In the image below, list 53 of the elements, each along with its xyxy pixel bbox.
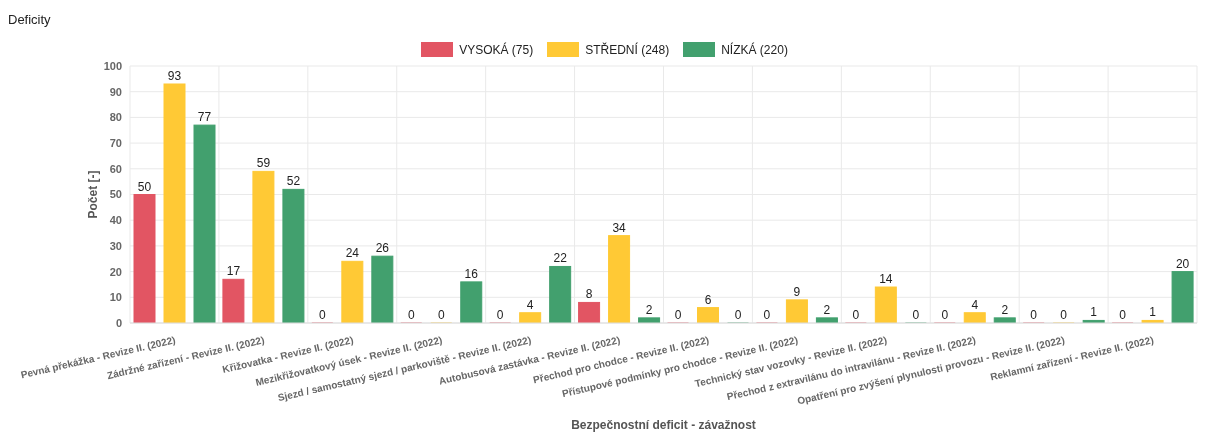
data-label: 2 <box>645 302 653 317</box>
data-label: 22 <box>553 251 568 266</box>
data-label: 0 <box>407 308 415 322</box>
y-tick-label: 70 <box>109 137 122 150</box>
data-label: 0 <box>496 308 504 322</box>
data-label: 0 <box>674 308 682 322</box>
data-label: 93 <box>167 68 182 83</box>
data-label: 2 <box>1001 302 1009 317</box>
data-label: 17 <box>226 264 241 279</box>
y-axis-title: Počet [-] <box>86 170 100 219</box>
data-label: 8 <box>585 287 593 302</box>
y-tick-label: 30 <box>109 239 122 252</box>
data-label: 24 <box>345 246 360 261</box>
data-label: 14 <box>879 272 893 287</box>
data-label: 0 <box>437 308 445 322</box>
data-label: 0 <box>734 308 742 322</box>
data-label: 50 <box>137 179 152 194</box>
data-label: 0 <box>763 308 771 322</box>
data-label: 2 <box>823 302 831 317</box>
data-label: 0 <box>1030 308 1038 322</box>
data-label: 4 <box>971 297 979 312</box>
y-tick-label: 0 <box>115 316 122 329</box>
y-tick-label: 80 <box>109 111 122 124</box>
data-label: 0 <box>1060 308 1068 322</box>
data-label: 59 <box>256 156 271 171</box>
data-label: 4 <box>526 297 534 312</box>
x-axis-title: Bezpečnostní deficit - závažnost <box>571 418 756 432</box>
data-label: 20 <box>1175 256 1190 271</box>
data-label: 6 <box>704 292 712 307</box>
y-tick-label: 90 <box>109 85 122 98</box>
data-label: 0 <box>318 308 326 322</box>
data-label: 1 <box>1090 305 1098 320</box>
data-label: 0 <box>941 308 949 322</box>
y-tick-label: 20 <box>109 265 122 278</box>
legend-label: STŘEDNÍ (248) <box>585 42 670 57</box>
data-label: 16 <box>464 266 479 281</box>
data-label: 9 <box>793 284 801 299</box>
chart-title: Deficity <box>8 12 51 27</box>
data-label: 52 <box>286 174 301 189</box>
y-tick-label: 50 <box>109 188 122 201</box>
y-tick-label: 100 <box>103 59 122 72</box>
y-tick-label: 40 <box>109 214 122 227</box>
y-tick-label: 10 <box>109 291 122 304</box>
data-label: 0 <box>1119 308 1127 322</box>
data-label: 0 <box>852 308 860 322</box>
data-label: 1 <box>1149 305 1157 320</box>
data-label: 77 <box>197 110 212 125</box>
legend-label: VYSOKÁ (75) <box>459 42 534 57</box>
data-label: 0 <box>912 308 920 322</box>
legend-label: NÍZKÁ (220) <box>721 42 788 57</box>
data-label: 26 <box>375 241 390 256</box>
data-label: 34 <box>612 220 627 235</box>
y-tick-label: 60 <box>109 162 122 175</box>
